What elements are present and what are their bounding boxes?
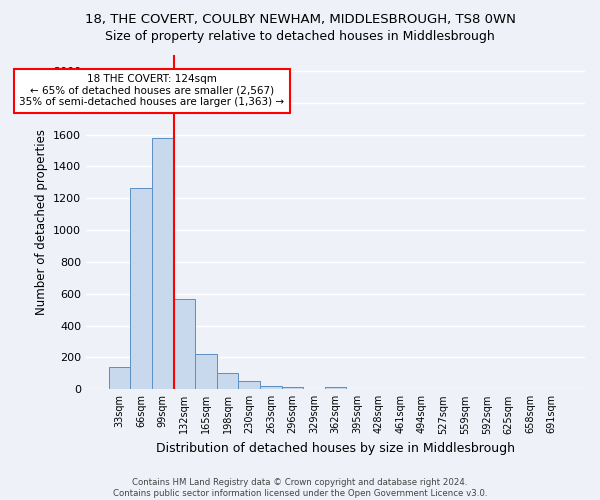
Bar (109, 367, 130, 390)
Bar (325, 387, 346, 390)
Y-axis label: Number of detached properties: Number of detached properties (35, 129, 47, 315)
X-axis label: Distribution of detached houses by size in Middlesbrough: Distribution of detached houses by size … (156, 442, 515, 455)
Text: 18 THE COVERT: 124sqm
← 65% of detached houses are smaller (2,567)
35% of semi-d: 18 THE COVERT: 124sqm ← 65% of detached … (19, 74, 284, 108)
Bar (152, 138, 173, 390)
Bar (173, 298, 195, 390)
Bar (260, 386, 281, 390)
Text: Contains HM Land Registry data © Crown copyright and database right 2024.
Contai: Contains HM Land Registry data © Crown c… (113, 478, 487, 498)
Text: Size of property relative to detached houses in Middlesbrough: Size of property relative to detached ho… (105, 30, 495, 43)
Bar (281, 387, 303, 390)
Bar (217, 374, 238, 390)
Bar (238, 382, 260, 390)
Text: 18, THE COVERT, COULBY NEWHAM, MIDDLESBROUGH, TS8 0WN: 18, THE COVERT, COULBY NEWHAM, MIDDLESBR… (85, 12, 515, 26)
Bar (195, 354, 217, 390)
Bar (130, 188, 152, 390)
